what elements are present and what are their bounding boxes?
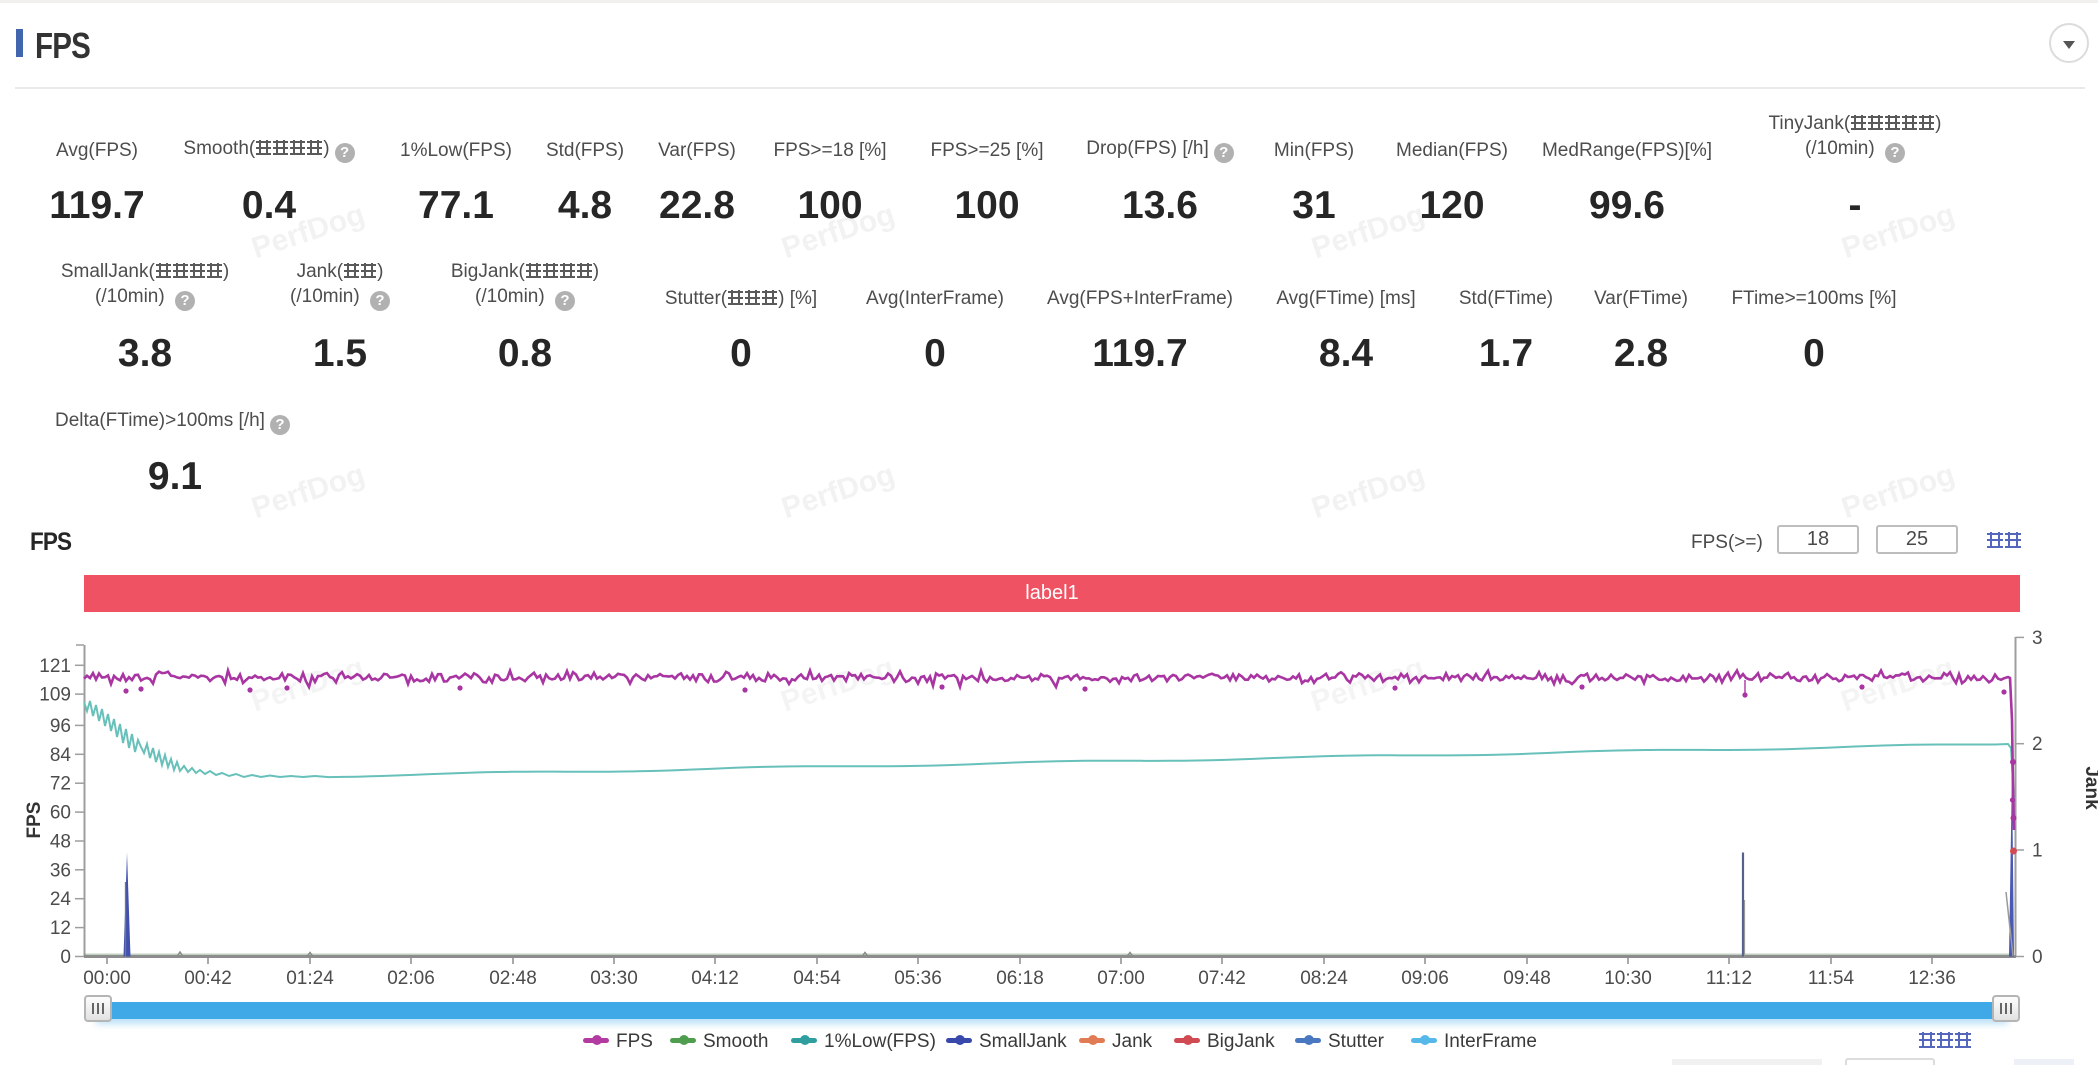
svg-text:0: 0 <box>60 947 71 968</box>
svg-text:48: 48 <box>50 832 71 853</box>
svg-text:09:06: 09:06 <box>1401 968 1449 989</box>
svg-text:09:48: 09:48 <box>1503 968 1551 989</box>
svg-text:00:00: 00:00 <box>83 968 131 989</box>
svg-text:06:18: 06:18 <box>996 968 1044 989</box>
svg-text:PerfDog: PerfDog <box>1307 651 1428 718</box>
svg-text:11:12: 11:12 <box>1706 968 1752 989</box>
svg-text:PerfDog: PerfDog <box>1837 651 1958 718</box>
svg-text:12: 12 <box>50 918 71 939</box>
svg-text:07:42: 07:42 <box>1198 968 1246 989</box>
svg-text:08:24: 08:24 <box>1300 968 1348 989</box>
svg-text:2: 2 <box>2032 734 2043 755</box>
svg-text:02:48: 02:48 <box>489 968 537 989</box>
svg-text:72: 72 <box>50 774 71 795</box>
svg-text:109: 109 <box>39 685 71 706</box>
svg-text:Jank: Jank <box>2081 766 2098 810</box>
svg-text:PerfDog: PerfDog <box>777 651 898 718</box>
svg-text:121: 121 <box>39 656 71 677</box>
svg-text:03:30: 03:30 <box>590 968 638 989</box>
svg-text:36: 36 <box>50 860 71 881</box>
svg-text:FPS: FPS <box>24 802 45 839</box>
svg-text:60: 60 <box>50 803 71 824</box>
svg-text:11:54: 11:54 <box>1808 968 1855 989</box>
svg-text:84: 84 <box>50 745 72 766</box>
svg-text:1: 1 <box>2032 841 2043 862</box>
svg-text:0: 0 <box>2032 947 2043 968</box>
svg-text:05:36: 05:36 <box>894 968 942 989</box>
svg-text:3: 3 <box>2032 628 2043 649</box>
svg-text:96: 96 <box>50 716 71 737</box>
svg-text:01:24: 01:24 <box>286 968 334 989</box>
svg-text:04:12: 04:12 <box>691 968 739 989</box>
svg-text:12:36: 12:36 <box>1908 968 1956 989</box>
svg-text:07:00: 07:00 <box>1097 968 1145 989</box>
svg-text:24: 24 <box>50 889 72 910</box>
svg-text:10:30: 10:30 <box>1604 968 1652 989</box>
svg-text:04:54: 04:54 <box>793 968 841 989</box>
svg-text:00:42: 00:42 <box>184 968 232 989</box>
svg-text:02:06: 02:06 <box>387 968 435 989</box>
